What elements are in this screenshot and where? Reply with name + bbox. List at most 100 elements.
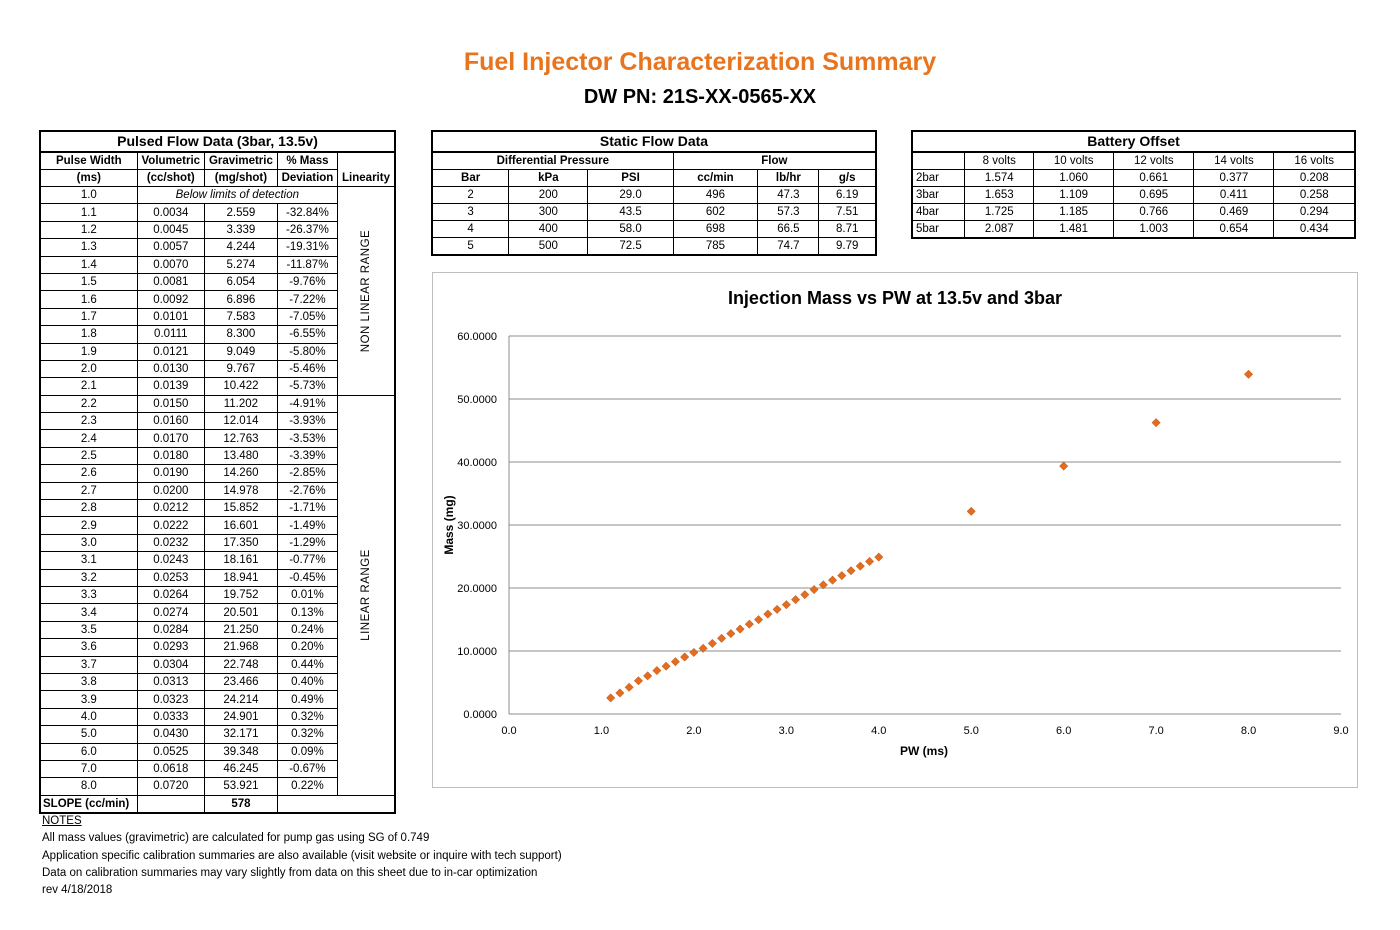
column-header: g/s bbox=[818, 169, 877, 187]
volumetric-cell: 0.0222 bbox=[136, 516, 205, 535]
pw-cell: 6.0 bbox=[39, 742, 138, 761]
table-cell: 72.5 bbox=[587, 237, 674, 256]
gravimetric-cell: 24.214 bbox=[203, 690, 278, 709]
table-cell: 5 bbox=[431, 237, 510, 256]
gravimetric-cell: 32.171 bbox=[203, 725, 278, 744]
gravimetric-cell: 23.466 bbox=[203, 672, 278, 692]
x-tick-label: 8.0 bbox=[1241, 725, 1256, 737]
pw-cell: 1.1 bbox=[39, 203, 138, 222]
table-cell: 0.294 bbox=[1273, 203, 1356, 221]
table-row: 3.0 0.0232 17.350 -1.29% bbox=[39, 533, 395, 553]
table-cell: 785 bbox=[672, 237, 759, 256]
volumetric-cell: 0.0243 bbox=[136, 551, 205, 570]
data-point bbox=[615, 688, 625, 698]
gravimetric-cell: 5.274 bbox=[203, 255, 278, 274]
table-row: 1.3 0.0057 4.244 -19.31% bbox=[39, 238, 395, 257]
header-volumetric: Volumetric bbox=[136, 151, 205, 170]
data-point bbox=[1059, 461, 1069, 471]
table-cell: 0.661 bbox=[1113, 169, 1195, 187]
data-point bbox=[624, 682, 634, 692]
deviation-cell: 0.13% bbox=[276, 603, 339, 622]
pw-cell: 2.3 bbox=[39, 412, 138, 431]
pw-cell: 8.0 bbox=[39, 777, 138, 796]
y-tick-label: 50.0000 bbox=[457, 394, 497, 406]
data-point bbox=[966, 506, 976, 516]
data-point bbox=[633, 676, 643, 686]
table-row: 2.3 0.0160 12.014 -3.93% bbox=[39, 412, 395, 431]
volumetric-cell: 0.0160 bbox=[136, 412, 205, 431]
table-row: 3.3 0.0264 19.752 0.01% bbox=[39, 585, 395, 605]
deviation-cell: -19.31% bbox=[276, 238, 339, 257]
header-mass-deviation-unit: Deviation bbox=[276, 169, 339, 187]
header-volumetric-unit: (cc/shot) bbox=[136, 169, 205, 187]
volumetric-cell: 0.0618 bbox=[136, 759, 205, 779]
data-point bbox=[809, 585, 819, 595]
deviation-cell: -32.84% bbox=[276, 203, 339, 222]
volumetric-cell: 0.0232 bbox=[136, 533, 205, 553]
gravimetric-cell: 20.501 bbox=[203, 603, 278, 622]
y-axis-label: Mass (mg) bbox=[442, 495, 456, 554]
deviation-cell: -26.37% bbox=[276, 220, 339, 240]
table-cell: 1.725 bbox=[964, 203, 1035, 221]
x-tick-label: 7.0 bbox=[1148, 725, 1163, 737]
table-cell: 29.0 bbox=[587, 186, 674, 204]
volumetric-cell: 0.0212 bbox=[136, 499, 205, 518]
table-row: 2.2 0.0150 11.202 -4.91% LINEAR RANGE bbox=[39, 394, 396, 796]
table-row: 3.6 0.0293 21.968 0.20% bbox=[39, 638, 395, 657]
table-cell: 57.3 bbox=[757, 203, 820, 221]
y-tick-label: 60.0000 bbox=[457, 331, 497, 343]
deviation-cell: 0.22% bbox=[276, 777, 339, 796]
gravimetric-cell: 17.350 bbox=[203, 533, 278, 553]
table-cell: 8.71 bbox=[818, 220, 877, 238]
data-point bbox=[735, 624, 745, 634]
gravimetric-cell: 9.767 bbox=[203, 359, 278, 379]
table-cell: 496 bbox=[672, 186, 759, 204]
x-tick-label: 0.0 bbox=[501, 725, 516, 737]
deviation-cell: -1.49% bbox=[276, 516, 339, 535]
pw-cell: 3.2 bbox=[39, 568, 138, 587]
volumetric-cell: 0.0045 bbox=[136, 220, 205, 240]
data-point bbox=[726, 629, 736, 639]
x-tick-label: 5.0 bbox=[964, 725, 979, 737]
note-line: Data on calibration summaries may vary s… bbox=[42, 866, 538, 879]
table-cell: 6.19 bbox=[818, 186, 877, 204]
column-header: 16 volts bbox=[1273, 151, 1356, 170]
gravimetric-cell: 11.202 bbox=[203, 394, 278, 414]
pw-cell: 3.9 bbox=[39, 690, 138, 709]
table-row: 1.0 Below limits of detection NON LINEAR… bbox=[39, 185, 396, 396]
table-cell: 1.574 bbox=[964, 169, 1035, 187]
battery-offset-table: Battery Offset 8 volts 10 volts 12 volts 14… bbox=[911, 130, 1356, 239]
table-cell: 7.51 bbox=[818, 203, 877, 221]
pw-cell: 2.0 bbox=[39, 359, 138, 379]
table-cell: 9.79 bbox=[818, 237, 877, 256]
table-row: 2.6 0.0190 14.260 -2.85% bbox=[39, 464, 395, 483]
pw-cell: 2.8 bbox=[39, 499, 138, 518]
data-point bbox=[1244, 369, 1254, 379]
notes-title: NOTES bbox=[42, 815, 82, 827]
data-point bbox=[643, 671, 653, 681]
row-label: 2bar bbox=[911, 169, 966, 187]
data-point bbox=[744, 619, 754, 629]
table-cell: 1.185 bbox=[1033, 203, 1115, 221]
pw-cell: 2.2 bbox=[39, 394, 138, 414]
data-point bbox=[874, 552, 884, 562]
table-row: 4bar 1.725 1.185 0.766 0.469 0.294 bbox=[911, 203, 1356, 221]
table-cell: 698 bbox=[672, 220, 759, 238]
table-cell: 400 bbox=[508, 220, 589, 238]
table-row: 4.0 0.0333 24.901 0.32% bbox=[39, 707, 395, 727]
below-detection-note: Below limits of detection bbox=[136, 185, 339, 205]
deviation-cell: -4.91% bbox=[276, 394, 339, 414]
gravimetric-cell: 53.921 bbox=[203, 777, 278, 796]
gravimetric-cell: 46.245 bbox=[203, 759, 278, 779]
gravimetric-cell: 22.748 bbox=[203, 655, 278, 674]
page-title: Fuel Injector Characterization Summary bbox=[463, 48, 937, 76]
volumetric-cell: 0.0190 bbox=[136, 464, 205, 483]
deviation-cell: 0.44% bbox=[276, 655, 339, 674]
volumetric-cell: 0.0121 bbox=[136, 342, 205, 361]
gravimetric-cell: 12.763 bbox=[203, 429, 278, 448]
pw-cell: 3.8 bbox=[39, 672, 138, 692]
volumetric-cell: 0.0130 bbox=[136, 359, 205, 379]
table-row: 8.0 0.0720 53.921 0.22% bbox=[39, 777, 395, 796]
deviation-cell: 0.32% bbox=[276, 707, 339, 727]
row-label: 4bar bbox=[911, 203, 966, 221]
